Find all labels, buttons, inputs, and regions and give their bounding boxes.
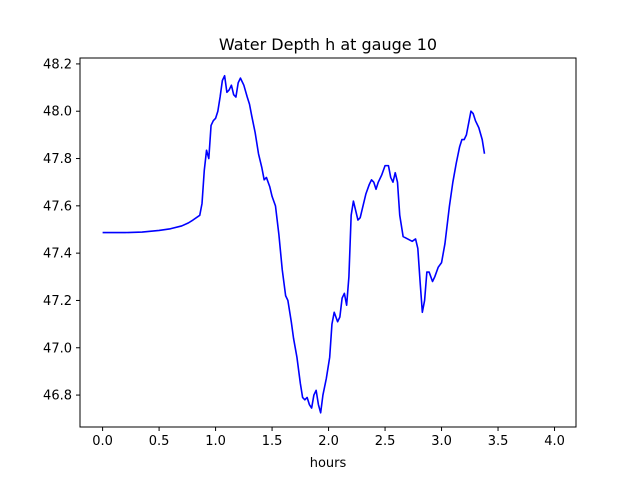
- x-tick-label: 0.5: [149, 434, 170, 449]
- y-tick-label: 48.0: [43, 105, 72, 120]
- x-tick-label: 2.5: [375, 434, 396, 449]
- chart-title: Water Depth h at gauge 10: [219, 35, 437, 54]
- y-axis-ticks: 46.8 47.0 47.2 47.4 47.6 47.8 48.0 48.2: [43, 57, 80, 404]
- y-tick-label: 47.6: [43, 199, 72, 214]
- x-tick-label: 3.5: [488, 434, 509, 449]
- x-axis-ticks: 0.0 0.5 1.0 1.5 2.0 2.5 3.0 3.5 4.0: [92, 427, 565, 449]
- y-tick-label: 47.0: [43, 341, 72, 356]
- x-tick-label: 1.0: [205, 434, 226, 449]
- y-tick-label: 46.8: [43, 389, 72, 404]
- series-line-0: [102, 74, 486, 414]
- y-tick-label: 48.2: [43, 57, 72, 72]
- x-tick-label: 0.0: [92, 434, 113, 449]
- x-tick-label: 2.0: [318, 434, 339, 449]
- y-tick-label: 47.2: [43, 294, 72, 309]
- plot-frame: [79, 57, 577, 428]
- y-tick-label: 47.8: [43, 152, 72, 167]
- x-tick-label: 4.0: [544, 434, 565, 449]
- x-tick-label: 3.0: [431, 434, 452, 449]
- plot-area: [79, 57, 577, 428]
- x-axis-label: hours: [310, 456, 347, 471]
- y-tick-label: 47.4: [43, 247, 72, 262]
- x-tick-label: 1.5: [262, 434, 283, 449]
